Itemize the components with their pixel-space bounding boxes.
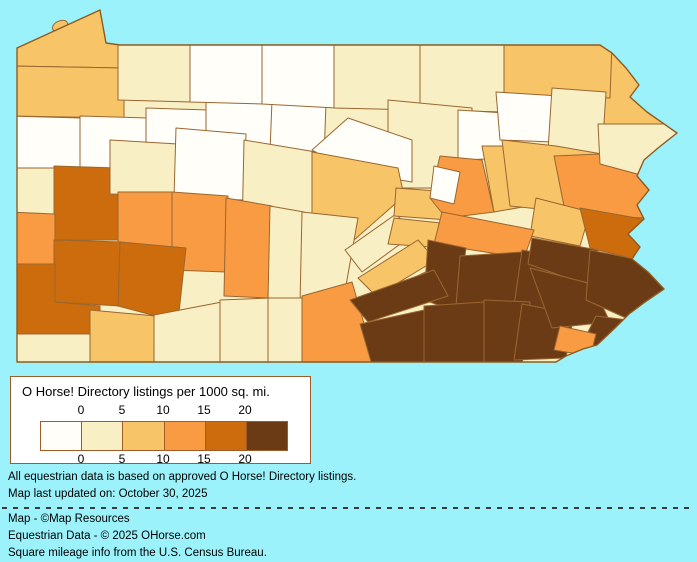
legend-swatch-3: [164, 422, 206, 450]
legend-tick-label: 5: [118, 403, 126, 417]
county-warren: [117, 43, 193, 103]
legend-swatch-4: [205, 422, 247, 450]
county-lebanon: [455, 251, 523, 309]
legend-tick-row-top: 0 5 10 15 20: [40, 403, 286, 418]
county-lackawanna: [547, 87, 607, 155]
legend-color-ramp: [40, 421, 288, 451]
county-clarion: [109, 139, 179, 197]
county-lawrence: [17, 167, 55, 215]
county-somerset: [153, 301, 223, 362]
county-york: [423, 301, 485, 362]
legend-swatch-5: [246, 422, 288, 450]
legend-tick-label: 20: [238, 403, 252, 417]
county-mckean: [189, 43, 265, 105]
legend-swatch-0: [41, 422, 83, 450]
county-washington: [17, 263, 101, 337]
legend-tick-label: 0: [77, 403, 85, 417]
credit-equestrian-data: Equestrian Data - © 2025 OHorse.com: [8, 530, 206, 542]
legend-tick-label: 15: [197, 452, 211, 466]
county-carbon: [529, 197, 591, 247]
county-bedford: [219, 297, 271, 362]
legend-tick-label: 10: [156, 452, 170, 466]
note-data-source: All equestrian data is based on approved…: [8, 471, 357, 483]
county-crawford: [17, 65, 125, 119]
county-adams: [359, 309, 425, 362]
county-cumberland: [349, 269, 449, 323]
county-erie: [17, 10, 125, 69]
legend-box: O Horse! Directory listings per 1000 sq.…: [10, 376, 311, 467]
county-jefferson: [173, 127, 247, 201]
note-last-updated: Map last updated on: October 30, 2025: [8, 488, 208, 500]
county-allegheny: [53, 239, 123, 307]
legend-tick-label: 0: [77, 452, 85, 466]
legend-title: O Horse! Directory listings per 1000 sq.…: [22, 384, 270, 399]
dashed-separator: [2, 507, 695, 509]
credit-map-resources: Map - ©Map Resources: [8, 513, 130, 525]
county-beaver: [17, 211, 56, 265]
credit-census-bureau: Square mileage info from the U.S. Census…: [8, 547, 267, 559]
legend-swatch-2: [123, 422, 165, 450]
county-cambria: [223, 197, 273, 299]
legend-tick-label: 10: [156, 403, 170, 417]
county-tioga: [333, 43, 423, 111]
legend-tick-label: 20: [238, 452, 252, 466]
legend-tick-label: 5: [118, 452, 126, 466]
county-blair: [267, 205, 305, 303]
county-butler: [53, 165, 119, 241]
county-fayette: [89, 309, 157, 362]
pennsylvania-state-outline: [16, 9, 678, 363]
county-potter: [261, 43, 337, 109]
county-greene: [17, 333, 93, 362]
county-fulton: [267, 297, 305, 362]
legend-tick-row-bottom: 0 5 10 15 20: [40, 452, 286, 467]
county-montour: [429, 165, 461, 205]
legend-tick-label: 15: [197, 403, 211, 417]
legend-swatch-1: [82, 422, 124, 450]
county-bradford: [419, 43, 507, 113]
